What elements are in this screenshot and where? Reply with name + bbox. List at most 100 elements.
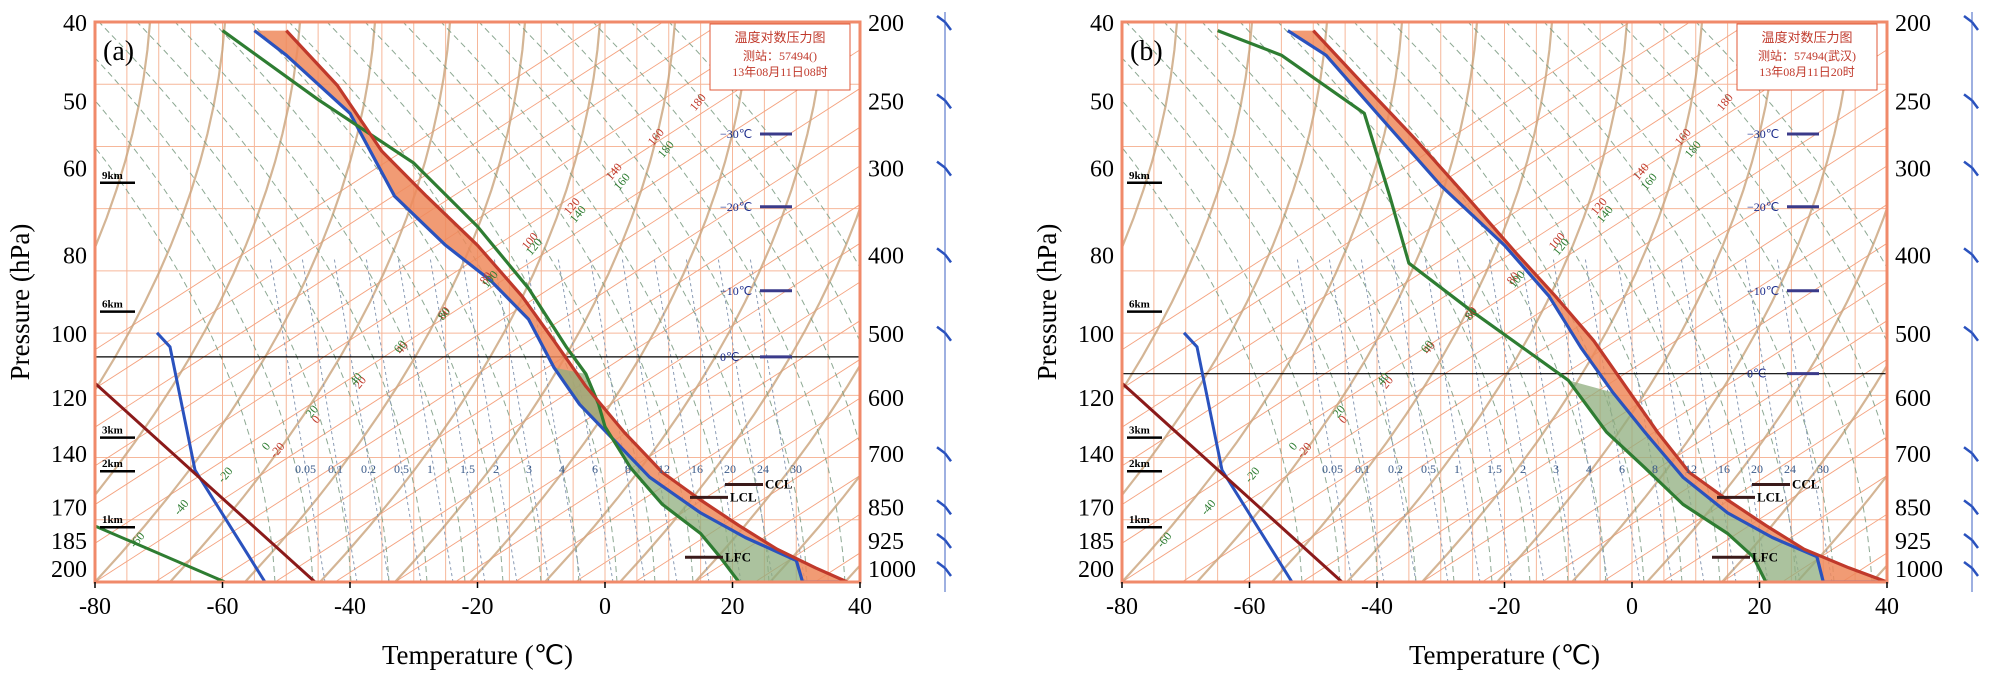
mixing-ratio-label: 3 — [526, 462, 532, 476]
skew-line — [95, 22, 784, 467]
dry-adiabat — [544, 22, 827, 582]
cape-area — [1287, 30, 1887, 582]
moist-adiabat-label: -20 — [1242, 464, 1263, 485]
height-label: 1km — [102, 514, 123, 526]
right-y-tick-label: 300 — [868, 157, 904, 183]
skew-line — [1481, 320, 1887, 582]
isotherm-label: −20℃ — [1747, 200, 1779, 214]
panel-a: -20020406080100120140160180-60-40-200204… — [5, 11, 952, 670]
x-tick-label: 40 — [1875, 594, 1899, 620]
mixing-ratio-label: 16 — [1718, 462, 1730, 476]
x-tick-label: -80 — [1106, 594, 1138, 620]
wind-barb — [936, 499, 952, 516]
moist-adiabat-label: 80 — [435, 305, 453, 323]
moist-adiabat — [95, 99, 314, 582]
dry-adiabat — [694, 363, 860, 582]
wind-barb — [1963, 561, 1979, 577]
mixing-ratio-line — [493, 257, 550, 582]
dry-adiabat — [1496, 22, 1779, 582]
moist-adiabat-label: -40 — [171, 497, 192, 518]
skew-line — [1122, 22, 1751, 428]
mixing-ratio-label: 24 — [1784, 462, 1796, 476]
mixing-ratio-line — [1392, 257, 1449, 582]
isotherm-label: −10℃ — [1747, 284, 1779, 298]
mixing-ratio-label: 0.05 — [1322, 462, 1343, 476]
mixing-ratio-line — [749, 257, 806, 582]
skew-line — [1122, 22, 1631, 351]
skew-line — [1301, 204, 1887, 582]
legend-title: 温度对数压力图 — [734, 30, 825, 45]
mixing-ratio-label: 16 — [691, 462, 703, 476]
moist-adiabat — [1619, 22, 1887, 447]
skew-line — [1721, 475, 1887, 582]
skew-line — [454, 320, 860, 582]
moist-adiabat — [478, 22, 770, 582]
skew-line — [1421, 281, 1887, 582]
legend-time: 13年08月11日08时 — [732, 65, 828, 79]
height-label: 3km — [102, 425, 123, 437]
skew-line — [694, 475, 860, 582]
mixing-ratio-line — [333, 257, 390, 582]
height-label: 6km — [1129, 299, 1150, 311]
mixing-ratio-line — [301, 257, 358, 582]
skew-line — [1122, 22, 1871, 506]
x-tick-label: -40 — [1361, 594, 1393, 620]
right-y-tick-label: 1000 — [1895, 557, 1943, 583]
plot-area — [1122, 22, 2009, 582]
moist-adiabat — [1543, 22, 1835, 582]
skew-line — [334, 242, 860, 582]
skew-line — [154, 126, 860, 582]
skew-line — [1661, 436, 1887, 582]
dry-adiabat — [95, 22, 152, 251]
moist-adiabat — [1581, 22, 1873, 582]
x-tick-label: -60 — [207, 594, 239, 620]
dry-adiabat — [469, 22, 752, 582]
skew-line — [1962, 22, 2009, 582]
left-y-tick-label: 140 — [1078, 442, 1114, 468]
skew-line — [95, 87, 860, 582]
moist-adiabat — [364, 22, 656, 582]
left-y-tick-label: 140 — [51, 442, 87, 468]
mixing-ratio-line — [1360, 257, 1417, 582]
level-label-ccl: CCL — [765, 476, 793, 491]
right-y-tick-label: 925 — [868, 529, 904, 555]
dry-adiabat — [95, 22, 227, 393]
moist-adiabat — [1505, 22, 1797, 582]
moist-adiabat — [1239, 22, 1531, 582]
right-y-tick-label: 200 — [868, 11, 904, 37]
moist-adiabat — [1201, 22, 1493, 582]
y-axis-title: Pressure (hPa) — [1032, 224, 1062, 381]
right-y-tick-label: 250 — [868, 89, 904, 115]
mixing-ratio-line — [461, 257, 518, 582]
moist-adiabat — [1353, 22, 1645, 582]
moist-adiabat — [1277, 22, 1569, 582]
mixing-ratio-label: 20 — [1751, 462, 1763, 476]
dry-adiabat — [619, 204, 860, 582]
moist-adiabat — [1122, 57, 1379, 582]
dry-adiabat — [1122, 22, 1179, 251]
moist-adiabat — [440, 22, 732, 582]
left-y-tick-label: 185 — [1078, 529, 1114, 555]
mixing-ratio-label: 8 — [1652, 462, 1658, 476]
moist-adiabat — [592, 22, 860, 447]
dry-adiabat — [1122, 22, 1329, 497]
mixing-ratio-label: 0.1 — [328, 462, 343, 476]
right-y-tick-label: 850 — [868, 495, 904, 521]
x-tick-label: 40 — [848, 594, 872, 620]
left-y-tick-label: 100 — [51, 322, 87, 348]
isotherm-label: −10℃ — [720, 284, 752, 298]
mixing-ratio-label: 6 — [592, 462, 598, 476]
mixing-ratio-line — [1424, 257, 1481, 582]
moist-adiabat — [174, 22, 466, 582]
upper-temperature-line — [155, 331, 267, 582]
right-y-tick-label: 600 — [868, 386, 904, 412]
skew-line — [95, 22, 724, 428]
left-y-tick-label: 60 — [63, 157, 87, 183]
left-y-tick-label: 100 — [1078, 322, 1114, 348]
dry-adiabat — [1947, 22, 2009, 582]
skew-line — [95, 22, 604, 351]
wind-barb — [936, 446, 952, 462]
mixing-ratio-label: 3 — [1553, 462, 1559, 476]
isotherm-label: 0℃ — [1747, 367, 1766, 381]
mixing-ratio-label: 20 — [724, 462, 736, 476]
